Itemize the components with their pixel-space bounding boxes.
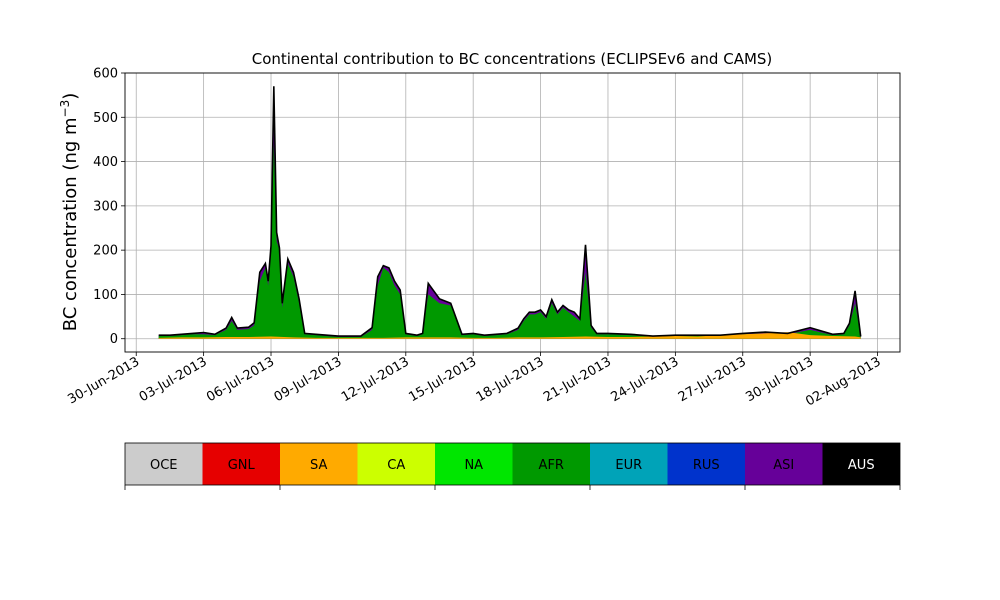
area-sa <box>158 332 861 339</box>
colorbar-label-ca: CA <box>387 458 405 473</box>
colorbar-label-oce: OCE <box>150 458 178 473</box>
y-axis-label-exponent: −3 <box>58 100 72 118</box>
colorbar-swatch-afr <box>512 443 590 485</box>
line-total <box>158 86 862 337</box>
y-axis-label-suffix: ) <box>60 93 81 100</box>
area-series <box>158 86 862 339</box>
y-tick-label: 0 <box>110 332 118 347</box>
plot-frame <box>124 72 901 353</box>
colorbar-swatch-eur <box>590 443 668 485</box>
colorbar-label-eur: EUR <box>615 458 642 473</box>
colorbar-swatch-oce <box>125 443 203 485</box>
colorbar-swatch-sa <box>280 443 358 485</box>
colorbar-swatch-na <box>435 443 513 485</box>
y-tick-label: 400 <box>93 155 118 170</box>
colorbar-swatch-ca <box>357 443 435 485</box>
y-tick-label: 100 <box>93 288 118 303</box>
colorbar-label-rus: RUS <box>693 458 720 473</box>
y-tick-label: 500 <box>93 111 118 126</box>
colorbar-label-gnl: GNL <box>228 458 256 473</box>
y-axis-ticks: 0 100 200 300 400 500 600 <box>93 67 125 347</box>
y-axis-label: BC concentration (ng m−3) <box>58 93 81 332</box>
axes <box>124 72 901 353</box>
y-axis-label-prefix: BC concentration (ng m <box>60 117 81 331</box>
y-tick-label: 300 <box>93 199 118 214</box>
colorbar-swatch-aus <box>822 443 900 485</box>
colorbar-frame <box>124 442 901 486</box>
region-colorbar: OCE GNL SA CA NA AFR EUR RUS ASI AUS <box>124 442 901 490</box>
colorbar-swatch-asi <box>745 443 823 485</box>
colorbar-swatch-gnl <box>202 443 280 485</box>
colorbar-label-aus: AUS <box>848 458 875 473</box>
colorbar-swatch-rus <box>667 443 745 485</box>
colorbar-label-asi: ASI <box>773 458 794 473</box>
chart-title: Continental contribution to BC concentra… <box>252 50 773 68</box>
colorbar-label-afr: AFR <box>539 458 564 473</box>
colorbar-label-na: NA <box>464 458 483 473</box>
colorbar-label-sa: SA <box>310 458 327 473</box>
y-tick-label: 200 <box>93 244 118 259</box>
y-tick-label: 600 <box>93 67 118 82</box>
